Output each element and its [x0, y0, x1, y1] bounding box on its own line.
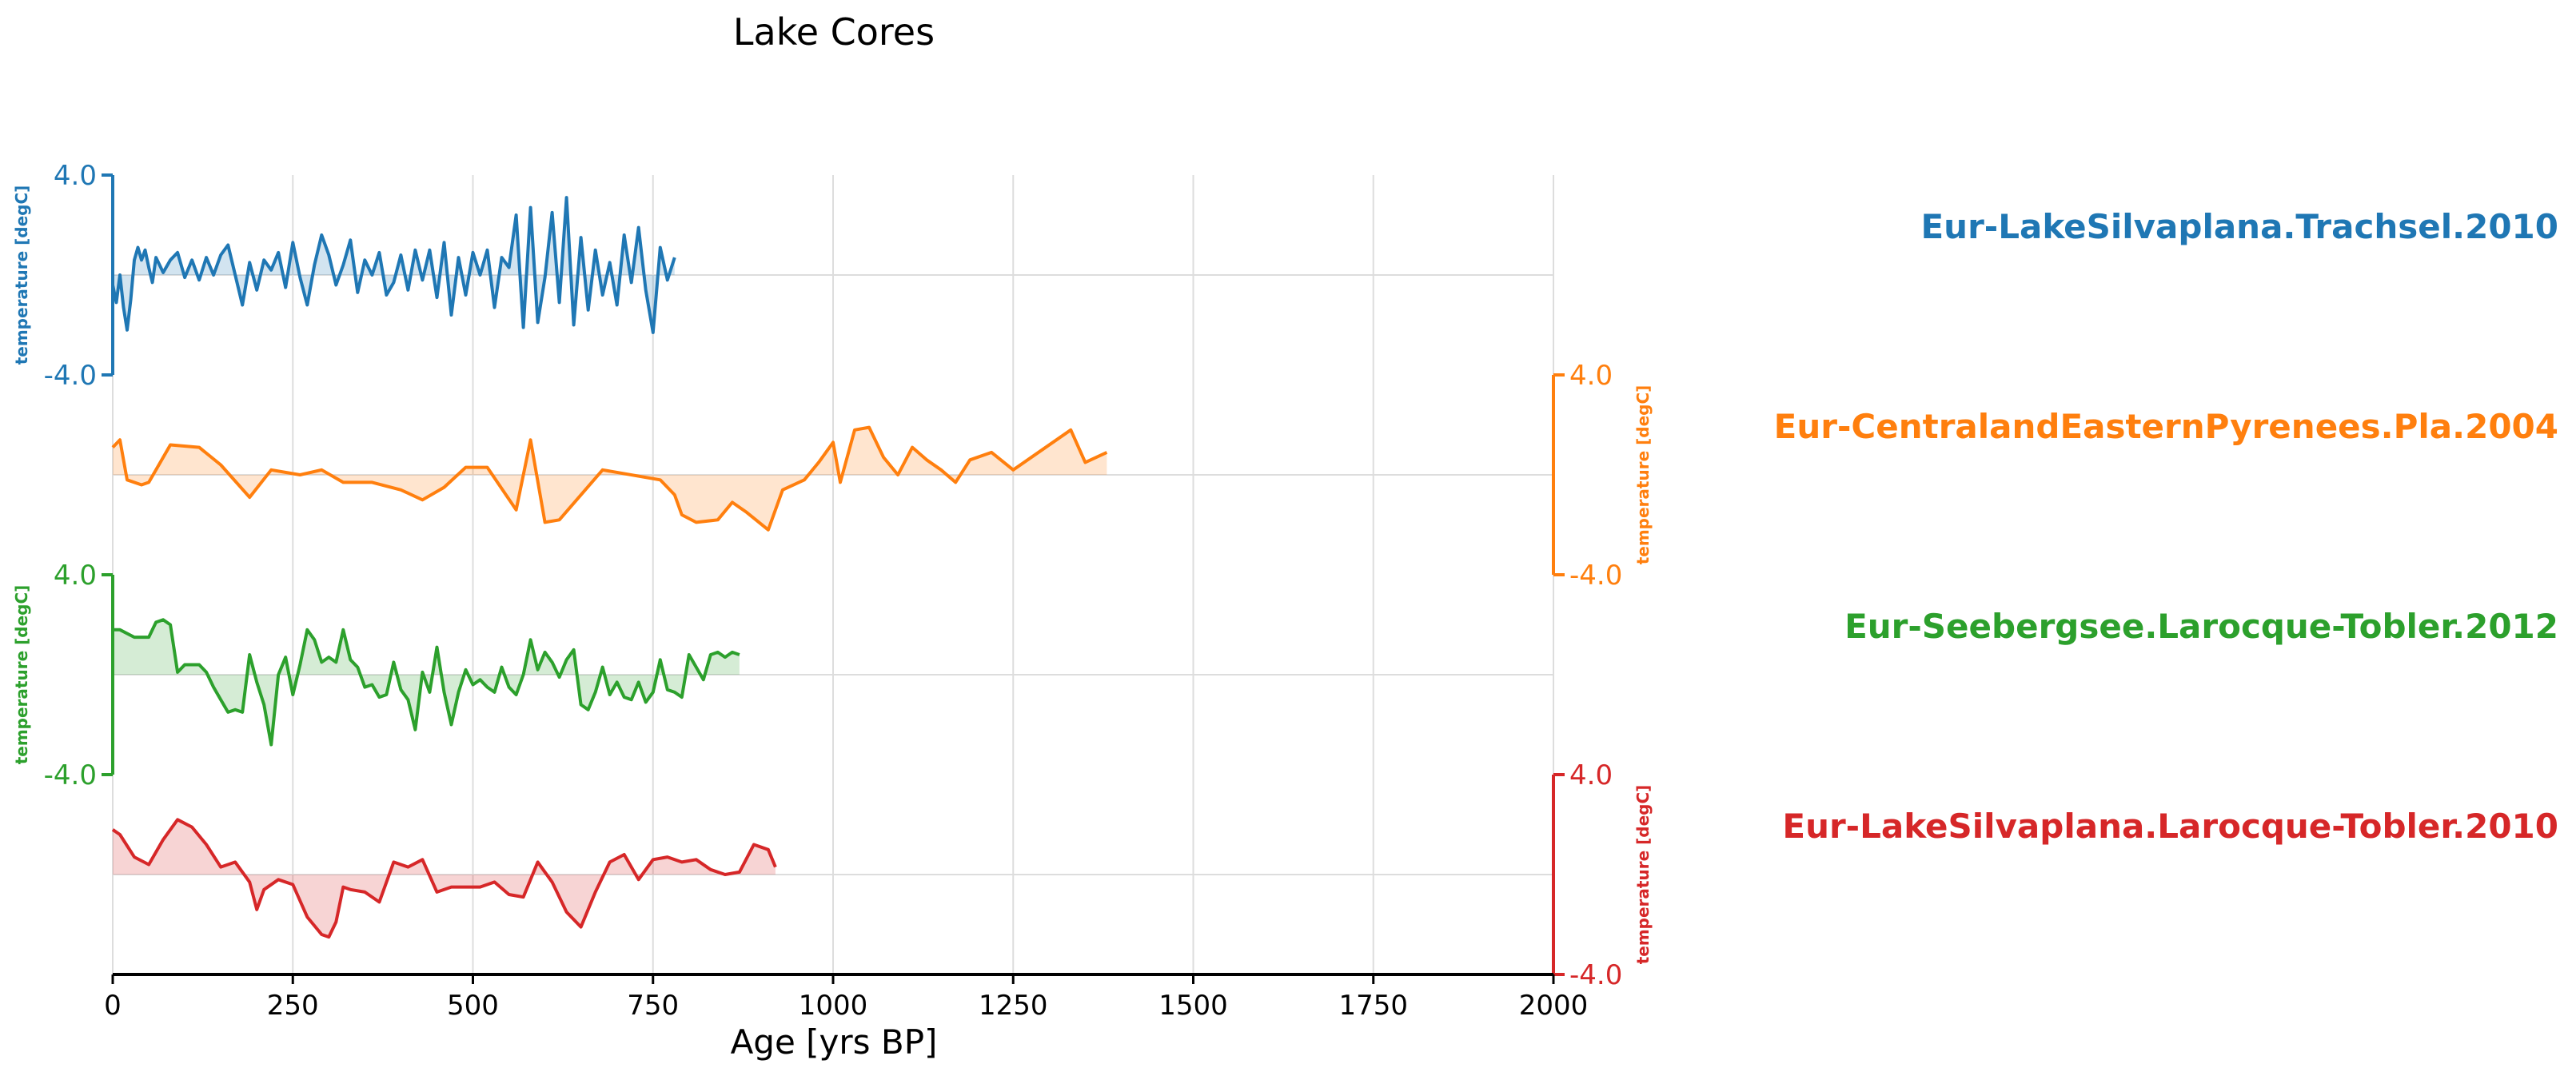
- y-axis-label: temperature [degC]: [1633, 385, 1653, 565]
- y-tick-label: -4.0: [1569, 560, 1622, 592]
- series-line: [113, 618, 740, 747]
- series-area-fill: [113, 427, 1107, 530]
- series-area-fill: [113, 197, 675, 333]
- x-tick-label: 1500: [1158, 990, 1228, 1022]
- chart-title: Lake Cores: [733, 10, 935, 54]
- x-tick-label: 750: [627, 990, 679, 1022]
- y-axis-label: temperature [degC]: [12, 585, 31, 765]
- series-name-label: Eur-Seebergsee.Larocque-Tobler.2012: [1844, 607, 2558, 646]
- series-area-fill: [113, 819, 776, 938]
- y-tick-label: 4.0: [1569, 360, 1613, 392]
- series-group: 4.0 -4.0 temperature [degC] Eur-LakeSilvapl…: [111, 759, 2558, 991]
- y-tick-label: 4.0: [1569, 759, 1613, 791]
- y-tick-label: -4.0: [44, 759, 97, 791]
- series-name-label: Eur-LakeSilvaplana.Trachsel.2010: [1920, 207, 2558, 246]
- y-axis-label: temperature [degC]: [1633, 785, 1653, 965]
- x-axis: 0 250 500 750 1000 1250 1500 1750 2000: [104, 973, 1589, 1022]
- x-tick-label: 1750: [1338, 990, 1408, 1022]
- x-axis-title: Age [yrs BP]: [731, 1022, 938, 1062]
- y-tick-label: -4.0: [1569, 959, 1622, 991]
- x-tick-label: 1250: [979, 990, 1048, 1022]
- x-tick-label: 0: [104, 990, 122, 1022]
- series-group: 4.0 -4.0 temperature [degC] Eur-LakeSilvapl…: [12, 160, 2558, 392]
- x-grid: [112, 175, 1554, 974]
- y-axis-label: temperature [degC]: [12, 185, 31, 365]
- series-line: [111, 425, 1108, 532]
- x-tick-label: 250: [267, 990, 319, 1022]
- series-layer: 4.0 -4.0 temperature [degC] Eur-LakeSilvapl…: [12, 160, 2558, 991]
- x-tick-label: 2000: [1519, 990, 1589, 1022]
- series-group: 4.0 -4.0 temperature [degC] Eur-CentralandE…: [111, 360, 2558, 592]
- series-name-label: Eur-LakeSilvaplana.Larocque-Tobler.2010: [1782, 807, 2558, 846]
- x-tick-label: 500: [447, 990, 499, 1022]
- y-tick-label: 4.0: [54, 160, 97, 192]
- y-tick-label: -4.0: [44, 360, 97, 392]
- series-name-label: Eur-CentralandEasternPyrenees.Pla.2004: [1774, 407, 2558, 446]
- x-tick-label: 1000: [799, 990, 868, 1022]
- series-group: 4.0 -4.0 temperature [degC] Eur-Seebergsee.…: [12, 560, 2558, 791]
- y-tick-label: 4.0: [54, 560, 97, 592]
- series-line: [111, 196, 676, 334]
- series-line: [111, 818, 777, 939]
